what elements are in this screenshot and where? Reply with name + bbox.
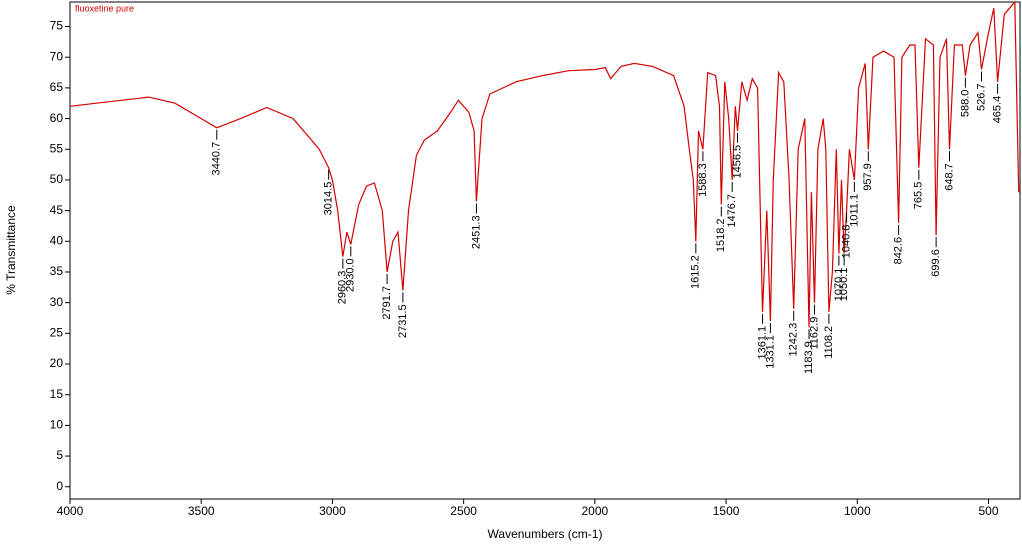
x-tick-label: 1000	[844, 504, 871, 518]
peak-label: 765.5	[913, 182, 925, 210]
peak-label: 1361.1	[756, 326, 768, 360]
peak-label: 842.6	[893, 237, 905, 265]
peak-label: 2451.3	[470, 215, 482, 249]
y-tick-label: 65	[50, 80, 64, 94]
peak-label: 526.7	[975, 83, 987, 111]
x-tick-label: 2000	[582, 504, 609, 518]
y-tick-label: 25	[50, 326, 64, 340]
peak-label: 648.7	[943, 163, 955, 191]
x-tick-label: 3500	[188, 504, 215, 518]
peak-label: 1162.9	[808, 317, 820, 350]
x-tick-label: 3000	[319, 504, 346, 518]
x-tick-label: 2500	[450, 504, 477, 518]
peak-label: 1242.3	[788, 323, 800, 357]
y-tick-label: 75	[50, 19, 64, 33]
y-tick-label: 15	[50, 387, 64, 401]
peak-label: 2960.3	[337, 271, 349, 305]
peak-label: 1456.5	[731, 145, 743, 179]
peak-label: 957.9	[862, 163, 874, 191]
peak-label: 1050.1	[838, 268, 850, 302]
y-tick-label: 35	[50, 264, 64, 278]
peak-label: 1011.1	[848, 194, 860, 227]
y-tick-label: 45	[50, 203, 64, 217]
spectrum-line	[69, 0, 1020, 328]
peak-label: 2930.0	[345, 258, 357, 292]
y-tick-label: 40	[50, 233, 64, 247]
y-tick-label: 10	[50, 418, 64, 432]
y-tick-label: 0	[56, 479, 63, 493]
y-tick-label: 30	[50, 295, 64, 309]
peak-label: 1615.2	[690, 255, 702, 289]
x-tick-label: 1500	[713, 504, 740, 518]
peak-label: 1183.9	[803, 341, 815, 374]
peak-label: 1070.1	[833, 268, 845, 302]
peak-label: 465.4	[991, 96, 1003, 124]
peak-label: 1476.7	[726, 194, 738, 228]
y-tick-label: 60	[50, 111, 64, 125]
x-tick-label: 500	[978, 504, 998, 518]
y-tick-label: 55	[50, 141, 64, 155]
y-axis-label: % Transmittance	[4, 205, 18, 295]
plot-area	[69, 1, 1021, 500]
peak-label: 588.0	[959, 90, 971, 118]
peak-label: 2791.7	[381, 286, 393, 320]
peak-label: 1108.2	[823, 326, 835, 359]
peak-label: 1518.2	[715, 218, 727, 252]
y-tick-label: 5	[56, 448, 63, 462]
x-tick-label: 4000	[57, 504, 84, 518]
peak-label: 1040.8	[840, 225, 852, 259]
peak-label: 3440.7	[211, 142, 223, 176]
peak-label: 1331.1	[764, 335, 776, 369]
y-tick-label: 70	[50, 49, 64, 63]
chart-title: fluoxetine pure	[75, 3, 134, 13]
peak-label: 3014.5	[323, 182, 335, 216]
x-axis-label: Wavenumbers (cm-1)	[488, 527, 603, 541]
y-tick-label: 50	[50, 172, 64, 186]
peak-label: 699.6	[930, 249, 942, 277]
peak-label: 1588.3	[697, 163, 709, 197]
y-tick-label: 20	[50, 356, 64, 370]
peak-label: 2731.5	[397, 304, 409, 338]
